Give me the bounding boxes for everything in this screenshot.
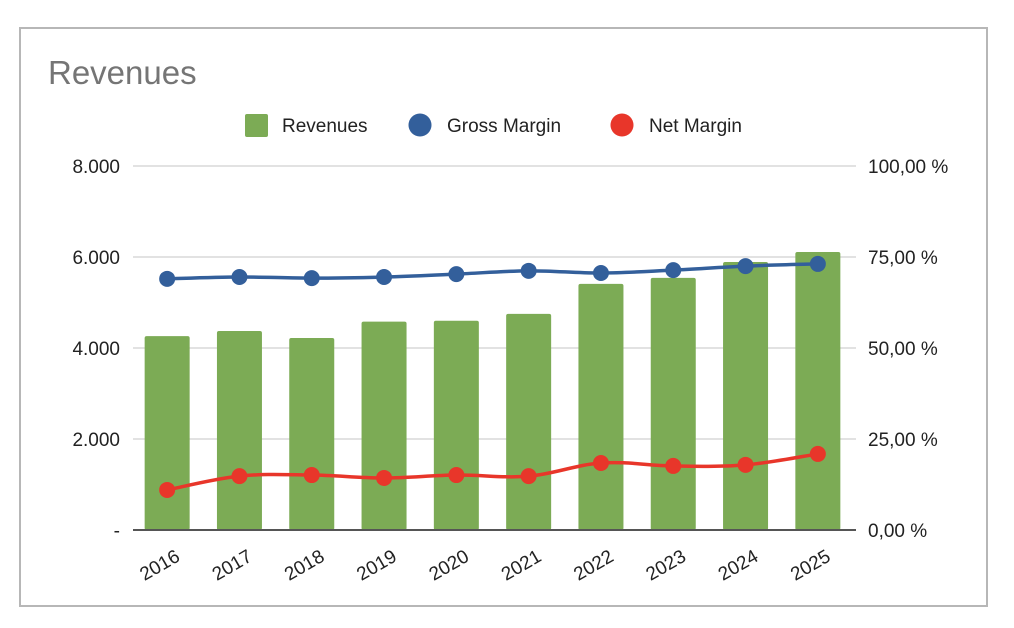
bars [133,251,856,531]
legend-swatch-net-margin [610,113,634,137]
x-tick-label: 2024 [715,546,762,586]
net-margin-point-2019 [376,469,393,486]
gross-margin-point-2021 [520,262,537,279]
lines [159,255,826,498]
legend-label-net-margin: Net Margin [649,116,742,137]
net-margin-point-2018 [303,467,320,484]
legend-label-revenues: Revenues [282,116,368,137]
bar-2016 [144,336,190,530]
bar-2019 [361,321,407,530]
net-margin-point-2020 [448,467,465,484]
gross-margin-point-2020 [448,266,465,283]
net-margin-point-2023 [665,457,682,474]
bar-2020 [433,320,479,530]
bar-2017 [216,330,262,530]
gross-margin-line [167,262,818,281]
bar-2023 [650,277,696,530]
gross-margin-point-2017 [231,269,248,286]
left-tick-label: - [114,521,120,542]
right-tick-label: 25,00 % [868,430,938,451]
net-margin-line [166,452,819,492]
x-tick-label: 2018 [281,546,328,585]
right-tick-label: 100,00 % [868,157,948,178]
gross-margin-point-2022 [592,265,609,282]
right-tick-label: 75,00 % [868,248,938,269]
right-tick-label: 0,00 % [868,521,927,542]
legend-swatch-revenues [245,114,268,137]
left-axis-labels: - 2.000 4.000 6.000 8.000 [72,157,120,542]
legend-label-gross-margin: Gross Margin [447,116,561,137]
gross-margin-point-2023 [665,262,682,279]
gross-margin-point-2025 [809,255,826,272]
net-margin-point-2021 [520,468,537,485]
legend-swatch-gross-margin [408,113,432,137]
bar-2024 [723,262,769,530]
x-tick-label: 2017 [209,546,256,585]
right-axis-labels: 0,00 % 25,00 % 50,00 % 75,00 % 100,00 % [868,157,948,542]
net-margin-point-2024 [737,456,754,473]
gross-margin-point-2018 [303,270,320,287]
left-tick-label: 4.000 [72,339,120,360]
gross-margin-point-2024 [737,258,754,275]
net-margin-point-2016 [159,481,176,498]
gross-margin-point-2019 [376,269,393,286]
bar-2021 [506,313,552,530]
chart-title: Revenues [48,54,197,91]
bar-2025 [795,251,841,530]
x-tick-label: 2022 [570,546,617,585]
x-tick-label: 2021 [498,546,545,585]
net-margin-point-2017 [231,468,248,485]
x-tick-label: 2019 [353,546,400,585]
net-margin-point-2022 [592,455,609,472]
x-tick-label: 2025 [787,546,834,585]
x-tick-label: 2020 [426,546,473,585]
left-tick-label: 2.000 [72,430,120,451]
net-margin-point-2025 [809,445,826,462]
left-tick-label: 6.000 [72,248,120,269]
right-tick-label: 50,00 % [868,339,938,360]
left-tick-label: 8.000 [72,157,120,178]
x-axis-labels: 2016 2017 2018 2019 2020 2021 2022 2023 2024 2025 [137,546,835,586]
legend: Revenues Gross Margin Net Margin [245,113,742,137]
bar-2022 [578,283,624,530]
bar-2018 [289,337,335,530]
x-tick-label: 2016 [137,546,184,585]
gross-margin-point-2016 [159,270,176,287]
x-tick-label: 2023 [643,546,690,585]
